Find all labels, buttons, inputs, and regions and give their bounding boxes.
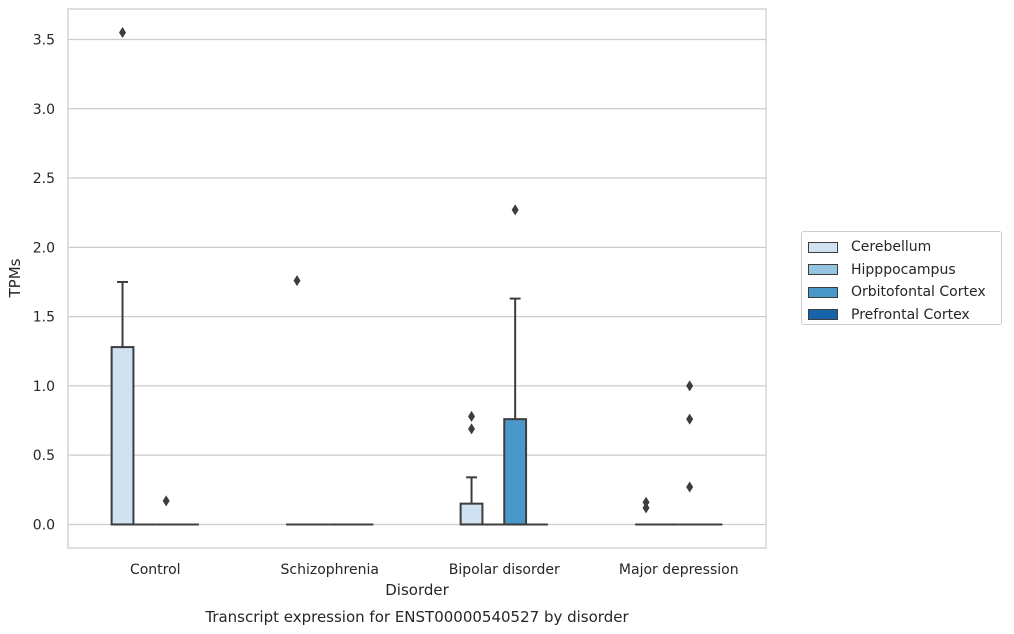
y-tick-label: 1.5 <box>33 310 55 326</box>
legend-swatch <box>808 264 838 276</box>
y-axis-label: TPMs <box>6 258 24 298</box>
plot-area <box>67 8 767 549</box>
box-cerebellum <box>459 476 484 526</box>
outlier-point <box>162 495 170 507</box>
x-tick-label: Bipolar disorder <box>449 562 560 578</box>
legend-label: Prefrontal Cortex <box>851 306 970 323</box>
y-tick-label: 2.0 <box>33 240 55 256</box>
outlier-point <box>293 275 301 287</box>
x-axis-label: Disorder <box>385 581 449 599</box>
outlier-point <box>642 496 650 508</box>
outlier-point <box>468 410 476 422</box>
outlier-point <box>642 502 650 514</box>
outlier-point <box>686 413 694 425</box>
x-tick-label: Schizophrenia <box>281 562 379 578</box>
y-tick-label: 3.5 <box>33 32 55 48</box>
chart-title: Transcript expression for ENST0000054052… <box>204 608 629 626</box>
outlier-point <box>686 380 694 392</box>
legend: Cerebellum Hipppocampus Orbitofontal Corte… <box>801 231 1002 325</box>
y-tick-label: 1.0 <box>33 379 55 395</box>
box-body <box>503 418 528 526</box>
outlier-point <box>468 423 476 435</box>
y-tick-label: 0.5 <box>33 448 55 464</box>
legend-label: Hipppocampus <box>851 261 956 278</box>
legend-item: Prefrontal Cortex <box>808 304 1001 327</box>
legend-label: Cerebellum <box>851 239 932 256</box>
y-tick-label: 3.0 <box>33 102 55 118</box>
box-body <box>459 502 484 526</box>
outlier-point <box>511 204 519 216</box>
outlier-point <box>686 481 694 493</box>
legend-label: Orbitofontal Cortex <box>851 284 986 301</box>
x-tick-label: Major depression <box>619 562 739 578</box>
legend-item: Orbitofontal Cortex <box>808 281 1001 304</box>
legend-swatch <box>808 241 838 253</box>
legend-item: Hipppocampus <box>808 259 1001 282</box>
y-axis-ticks: 0.0 0.5 1.0 1.5 2.0 2.5 3.0 3.5 <box>33 32 55 533</box>
legend-swatch <box>808 286 838 298</box>
box-cerebellum <box>110 280 135 526</box>
x-axis-ticks: Control Schizophrenia Bipolar disorder Majo… <box>130 562 739 578</box>
legend-item: Cerebellum <box>808 236 1001 259</box>
box-body <box>110 346 135 526</box>
x-tick-label: Control <box>130 562 181 578</box>
y-tick-label: 2.5 <box>33 171 55 187</box>
box-orbitofontal-cortex <box>503 297 528 526</box>
outlier-points <box>119 27 694 514</box>
legend-swatch <box>808 309 838 321</box>
box-series <box>110 280 723 526</box>
y-tick-label: 0.0 <box>33 517 55 533</box>
outlier-point <box>119 27 127 39</box>
